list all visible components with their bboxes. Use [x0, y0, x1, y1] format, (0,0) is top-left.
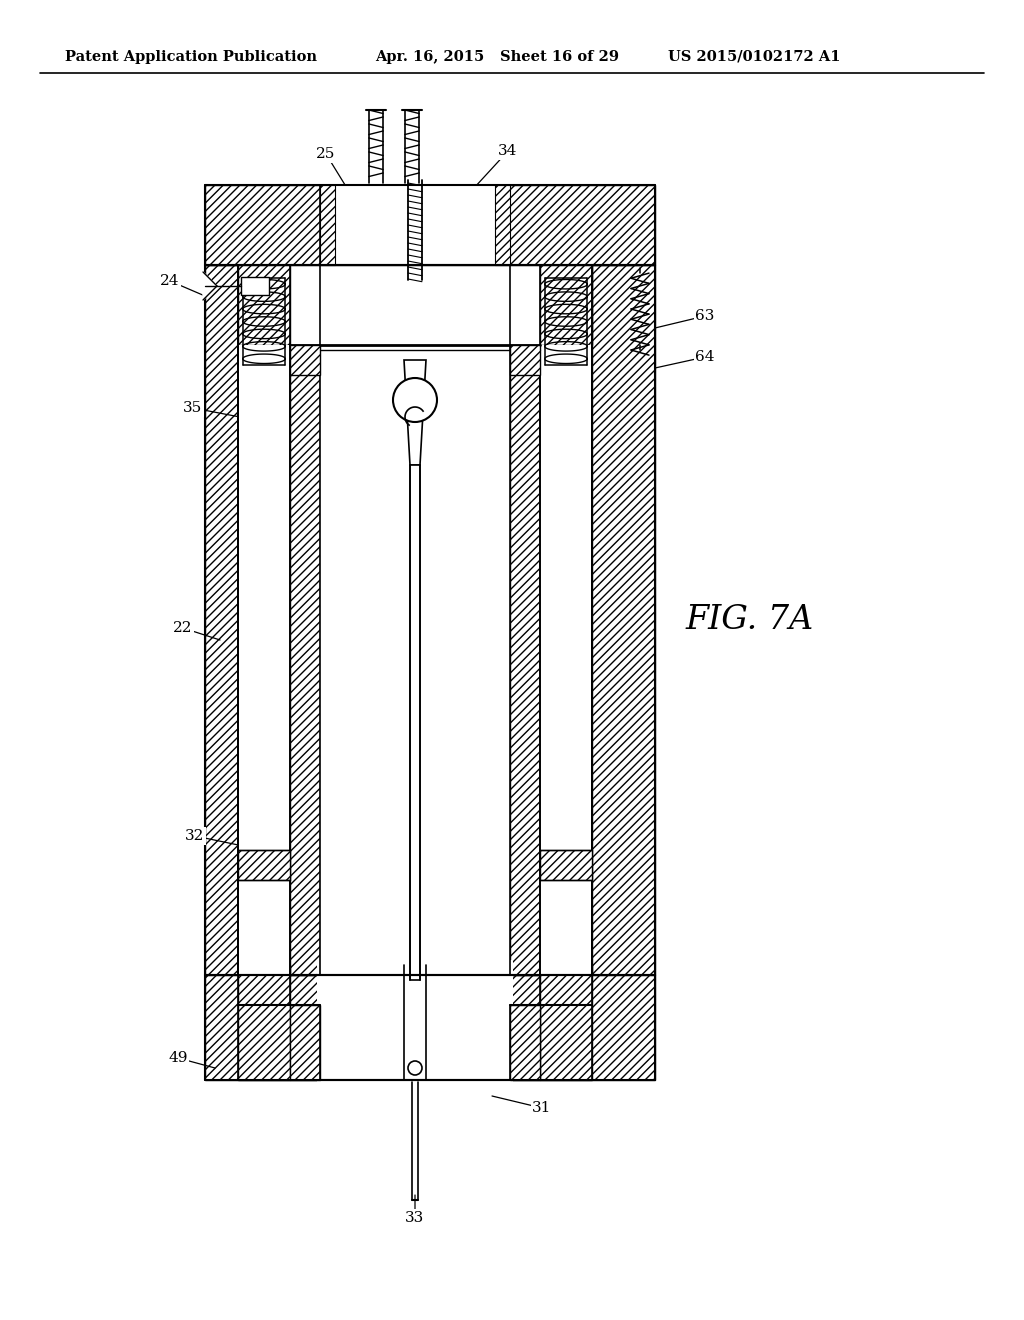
Bar	[290, 1005, 319, 1080]
Bar	[540, 345, 592, 975]
Text: Apr. 16, 2015: Apr. 16, 2015	[375, 50, 484, 63]
Bar	[540, 850, 592, 880]
Text: Sheet 16 of 29: Sheet 16 of 29	[500, 50, 618, 63]
Bar	[238, 850, 290, 880]
Bar	[238, 265, 290, 345]
Text: 35: 35	[183, 401, 203, 414]
Bar	[290, 345, 319, 975]
Bar	[592, 265, 655, 975]
Text: 22: 22	[173, 620, 193, 635]
Bar	[510, 345, 540, 975]
Bar	[319, 345, 510, 975]
Bar	[540, 265, 592, 975]
Circle shape	[393, 378, 437, 422]
Bar	[238, 265, 290, 975]
Text: 24: 24	[160, 275, 180, 288]
Bar	[510, 345, 540, 375]
Text: 64: 64	[695, 350, 715, 364]
Bar	[495, 185, 510, 265]
Bar	[540, 265, 592, 345]
Circle shape	[408, 1061, 422, 1074]
Text: Patent Application Publication: Patent Application Publication	[65, 50, 317, 63]
Text: 63: 63	[695, 309, 715, 323]
Bar	[290, 345, 319, 375]
Text: 32: 32	[185, 829, 205, 843]
Bar	[510, 1005, 540, 1080]
Text: US 2015/0102172 A1: US 2015/0102172 A1	[668, 50, 841, 63]
Bar	[205, 975, 655, 1080]
Bar	[540, 965, 592, 1080]
Bar	[410, 465, 420, 979]
Text: 33: 33	[406, 1210, 425, 1225]
Text: FIG. 7A: FIG. 7A	[686, 605, 814, 636]
Text: 31: 31	[532, 1101, 552, 1115]
Bar	[319, 185, 335, 265]
Bar	[241, 277, 269, 294]
Text: 25: 25	[316, 147, 336, 161]
Bar	[317, 960, 513, 1085]
Polygon shape	[203, 272, 217, 300]
Text: 49: 49	[168, 1051, 187, 1065]
Bar	[319, 185, 510, 265]
Bar	[205, 265, 238, 975]
Bar	[238, 965, 290, 1080]
Text: 34: 34	[499, 144, 518, 158]
Polygon shape	[404, 360, 426, 465]
Polygon shape	[404, 360, 426, 465]
Bar	[205, 185, 655, 265]
Bar	[238, 345, 290, 975]
